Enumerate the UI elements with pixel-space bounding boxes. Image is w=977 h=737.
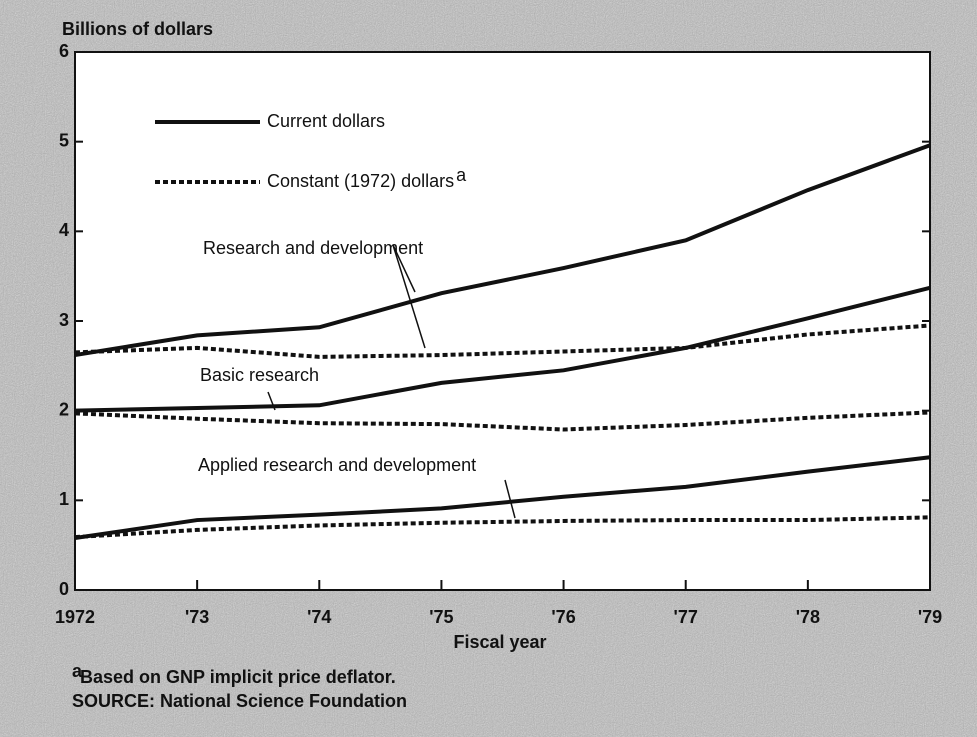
x-tick-label: '75 — [429, 607, 453, 627]
arrows — [267, 244, 516, 519]
annotation: Research and development — [203, 238, 423, 258]
y-tick-label: 2 — [59, 399, 69, 419]
x-tick-label: '79 — [918, 607, 942, 627]
arrow — [504, 479, 516, 519]
x-tick-label: 1972 — [55, 607, 95, 627]
x-tick-label: '74 — [307, 607, 331, 627]
x-tick-label: '77 — [674, 607, 698, 627]
legend-label: Current dollars — [267, 111, 385, 131]
footnote-marker: a — [72, 661, 83, 681]
series-line — [74, 143, 931, 358]
y-tick-label: 1 — [59, 489, 69, 509]
y-tick-label: 4 — [59, 220, 69, 240]
arrow — [392, 244, 416, 293]
y-axis-label: Billions of dollars — [62, 19, 213, 39]
source: SOURCE: National Science Foundation — [72, 691, 407, 711]
y-tick-label: 0 — [59, 579, 69, 599]
annotation: Applied research and development — [198, 455, 476, 475]
series-line — [74, 323, 931, 359]
legend-label: Constant (1972) dollars — [267, 171, 454, 191]
series-line — [74, 285, 931, 413]
series-line — [74, 515, 931, 540]
legend-marker: a — [456, 165, 467, 185]
x-axis-label: Fiscal year — [453, 632, 546, 652]
x-tick-label: '76 — [551, 607, 575, 627]
arrow — [392, 244, 426, 349]
series-line — [74, 455, 931, 540]
y-tick-label: 5 — [59, 130, 69, 150]
y-tick-label: 3 — [59, 310, 69, 330]
y-tick-label: 6 — [59, 41, 69, 61]
plot-area — [74, 51, 931, 591]
x-tick-label: '78 — [796, 607, 820, 627]
footnote: a Based on GNP implicit price deflator. — [72, 661, 396, 687]
x-tick-label: '73 — [185, 607, 209, 627]
annotation: Basic research — [200, 365, 319, 385]
series-line — [74, 410, 931, 432]
footnote-text: Based on GNP implicit price deflator. — [80, 667, 396, 687]
